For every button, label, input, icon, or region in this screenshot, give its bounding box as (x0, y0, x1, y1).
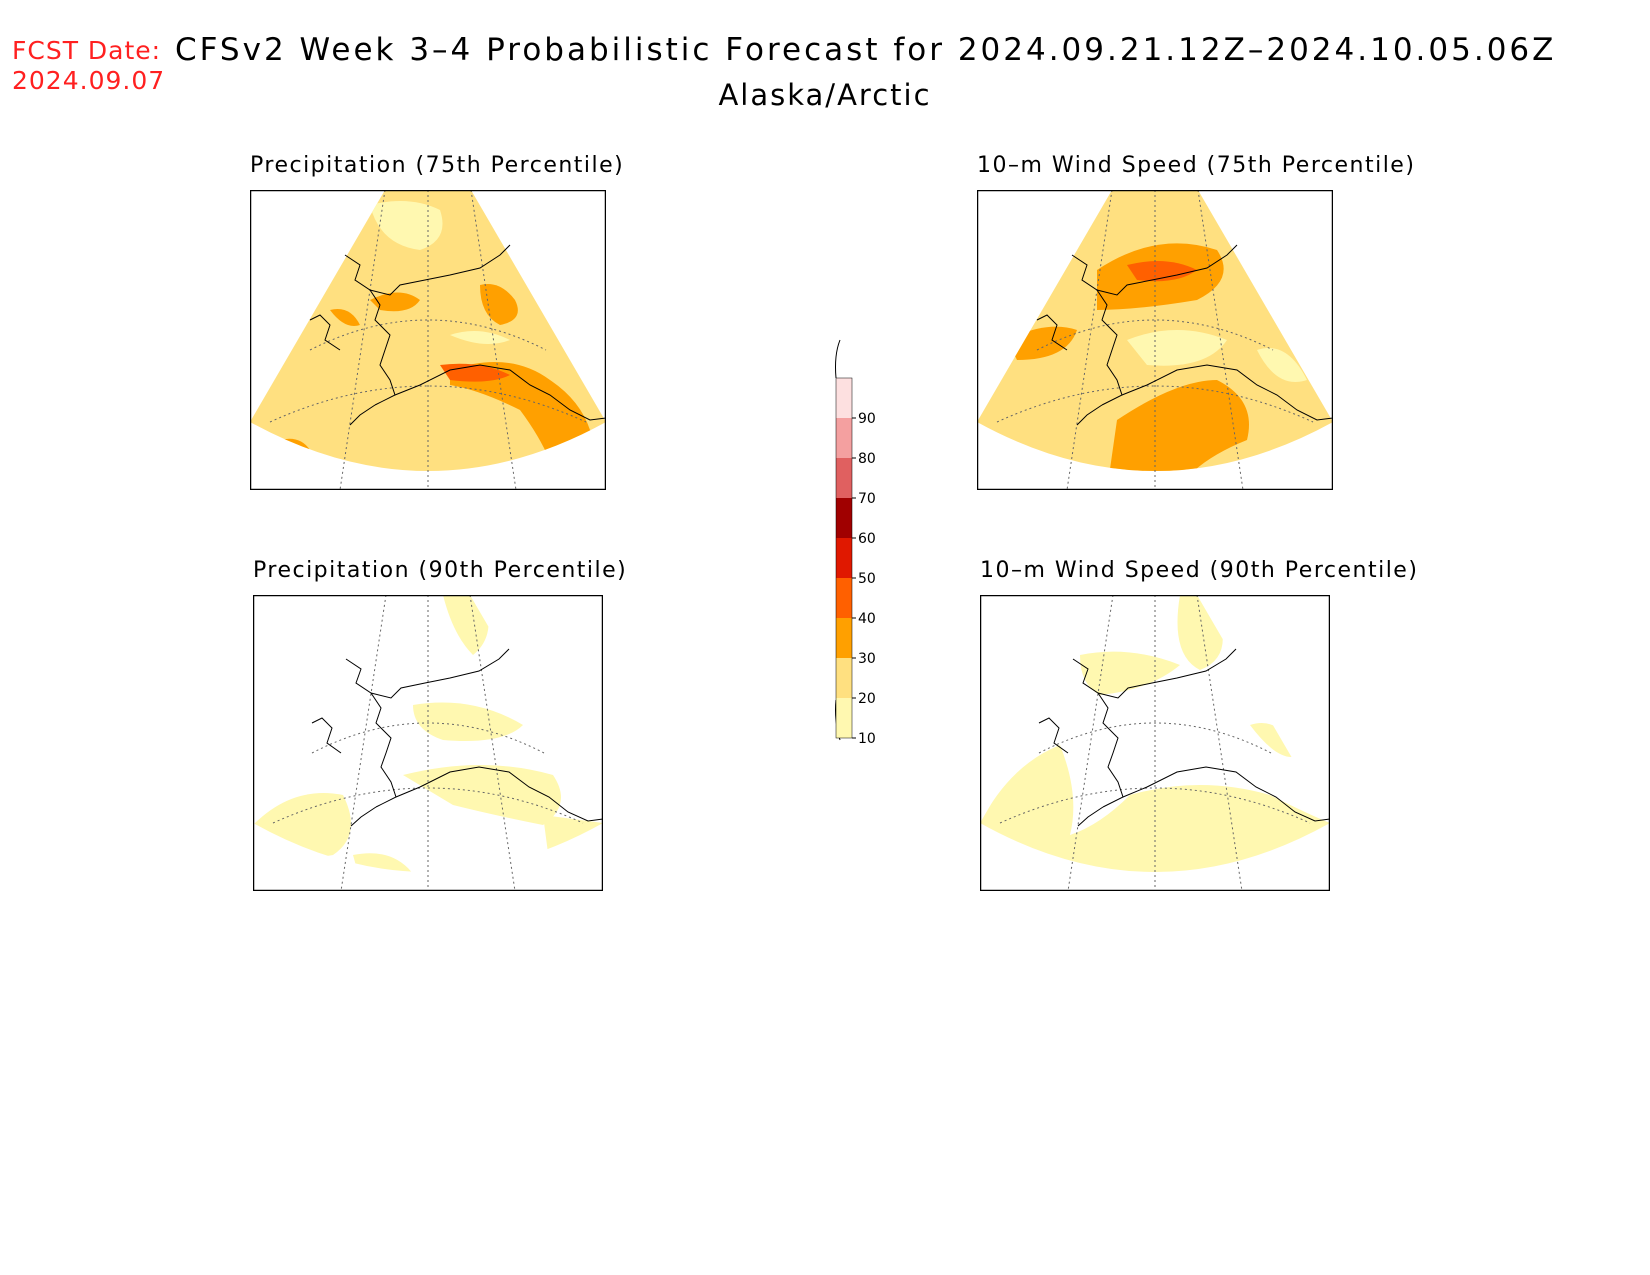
graticule (996, 190, 1314, 490)
colorbar-label-20: 20 (858, 691, 876, 707)
colorbar-label-60: 60 (858, 531, 876, 547)
colorbar: 90 80 70 60 50 40 30 20 10 (820, 330, 880, 754)
fill-30 (370, 292, 420, 312)
map-precip-75 (250, 190, 606, 490)
fill-10 (1257, 348, 1307, 382)
colorbar-top-arrow (835, 339, 841, 379)
graticule (999, 595, 1311, 891)
colorbar-swatch-20 (836, 658, 852, 698)
map-frame (980, 595, 1330, 891)
colorbar-outline (835, 377, 853, 739)
colorbar-label-10: 10 (858, 731, 876, 747)
map-frame (253, 595, 603, 891)
coastline (1036, 244, 1333, 426)
panel-title-precip-90: Precipitation (90th Percentile) (253, 558, 628, 583)
colorbar-label-40: 40 (858, 611, 876, 627)
region-title: Alaska/Arctic (718, 78, 932, 112)
coastline (1038, 648, 1330, 827)
colorbar-label-90: 90 (858, 411, 876, 427)
map-frame (250, 190, 606, 490)
fill-10 (450, 331, 510, 344)
colorbar-swatch-70 (836, 458, 852, 498)
panel-title-wind-75: 10–m Wind Speed (75th Percentile) (977, 153, 1416, 178)
fill-10 (370, 201, 443, 250)
fill-10 (1127, 330, 1227, 366)
graticule (269, 190, 587, 490)
panel-title-wind-90: 10–m Wind Speed (90th Percentile) (980, 558, 1419, 583)
map-wind-90 (980, 595, 1330, 891)
map-frame (977, 190, 1333, 490)
fill-10 (1080, 651, 1180, 695)
fill-30 (1107, 380, 1249, 471)
map-wind-75 (977, 190, 1333, 490)
fill-40 (440, 363, 510, 382)
main-title: CFSv2 Week 3–4 Probabilistic Forecast fo… (175, 32, 1557, 68)
colorbar-label-80: 80 (858, 451, 876, 467)
map-precip-90 (253, 595, 603, 891)
colorbar-swatch-80 (836, 418, 852, 458)
coastline (311, 648, 603, 827)
colorbar-swatch-40 (836, 578, 852, 618)
coastline (309, 244, 606, 426)
fill-10 (413, 702, 523, 741)
fill-10 (543, 815, 603, 872)
fill-30 (330, 309, 360, 326)
panel-title-precip-75: Precipitation (75th Percentile) (250, 153, 625, 178)
colorbar-label-70: 70 (858, 491, 876, 507)
fcst-label: FCST Date: (12, 36, 162, 65)
map-precip-75-svg (250, 190, 606, 490)
colorbar-swatch-60 (836, 498, 852, 538)
colorbar-svg: 90 80 70 60 50 40 30 20 10 (835, 339, 876, 747)
colorbar-swatch-50 (836, 538, 852, 578)
map-wind-90-svg (980, 595, 1330, 891)
fill-10 (403, 765, 561, 825)
colorbar-swatch-30 (836, 618, 852, 658)
fill-40 (1127, 261, 1197, 282)
colorbar-swatch-90 (836, 378, 852, 418)
colorbar-label-30: 30 (858, 651, 876, 667)
map-precip-90-svg (253, 595, 603, 891)
fill-10 (353, 853, 423, 872)
map-wind-75-svg (977, 190, 1333, 490)
colorbar-label-50: 50 (858, 571, 876, 587)
fill-10 (980, 745, 1330, 872)
fcst-date: 2024.09.07 (12, 66, 166, 95)
colorbar-swatch-10 (836, 698, 852, 738)
graticule (272, 595, 584, 891)
